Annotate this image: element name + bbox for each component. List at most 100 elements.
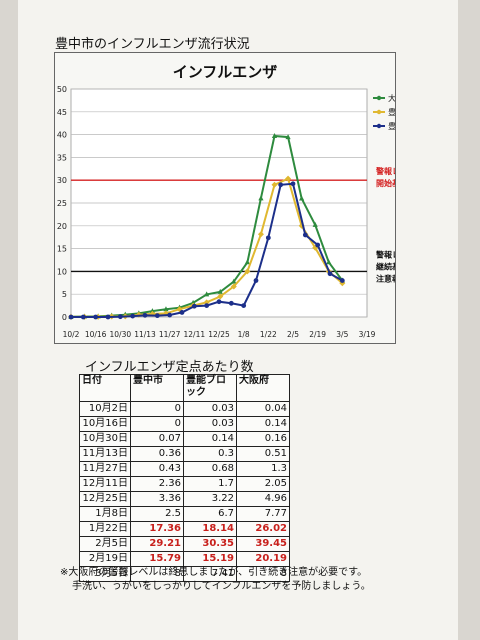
cell-date: 12月25日	[79, 491, 131, 507]
table-row: 10月16日 0 0.03 0.14	[79, 416, 290, 432]
data-table: 日付 豊中市 豊能ブロック 大阪府 10月2日 0 0.03 0.04 10月16日 0 0…	[79, 374, 290, 582]
y-tick-label: 50	[57, 85, 67, 94]
series-point	[154, 313, 160, 319]
table-row: 11月13日 0.36 0.3 0.51	[79, 446, 290, 462]
page-title: 豊中市のインフルエンザ流行状況	[55, 37, 250, 52]
cell-value: 2.05	[236, 476, 290, 492]
note-line-1: ※大阪府の警報レベルは終息しましたが、引き続き注意が必要です。	[60, 567, 368, 578]
header-toyono: 豊能ブロック	[183, 374, 237, 402]
series-point	[204, 303, 210, 308]
series-point	[278, 182, 284, 188]
series-point	[312, 221, 318, 227]
series-point	[299, 195, 305, 201]
series-point	[230, 283, 237, 290]
y-tick-label: 20	[57, 222, 67, 231]
cell-value: 0.14	[236, 416, 290, 432]
cell-value: 0.16	[236, 431, 290, 447]
cell-value: 3.36	[130, 491, 184, 507]
series-point	[149, 308, 155, 314]
cell-value: 29.21	[130, 536, 184, 552]
series-point	[271, 181, 278, 188]
y-tick-label: 5	[62, 290, 67, 299]
series-point	[163, 306, 169, 312]
cell-date: 10月30日	[79, 431, 131, 447]
y-tick-label: 35	[57, 153, 67, 162]
series-point	[216, 299, 222, 305]
table-header-row: 日付 豊中市 豊能ブロック 大阪府	[79, 374, 290, 402]
header-osaka: 大阪府	[236, 374, 290, 402]
cell-value: 17.36	[130, 521, 184, 537]
x-tick-label: 12/11	[184, 330, 206, 339]
ref-label: 開始基準値(30)	[376, 178, 395, 188]
ref-label: 注意報レベル(10)	[376, 273, 395, 283]
series-point	[241, 303, 247, 308]
table-row: 3月5日 8 7.41 8	[79, 566, 290, 582]
ref-label: 警報レベル	[375, 249, 395, 259]
table-row: 10月30日 0.07 0.14 0.16	[79, 431, 290, 447]
legend-label: 大阪府	[388, 93, 395, 103]
table-body: 10月2日 0 0.03 0.04 10月16日 0 0.03 0.14 10月30日 0.07 0…	[79, 401, 290, 582]
x-tick-label: 3/5	[336, 330, 348, 339]
series-point	[244, 259, 250, 265]
series-point	[68, 314, 74, 320]
series-point	[339, 278, 345, 283]
x-tick-label: 12/25	[208, 330, 230, 339]
cell-date: 1月22日	[79, 521, 131, 537]
cell-value: 15.19	[183, 551, 237, 567]
cell-value: 7.41	[183, 566, 237, 582]
legend-marker	[376, 123, 382, 129]
x-tick-label: 2/19	[309, 330, 326, 339]
cell-value: 15.79	[130, 551, 184, 567]
y-tick-label: 30	[57, 176, 67, 185]
legend-label: 豊能ブロック	[388, 107, 395, 117]
x-tick-label: 1/22	[260, 330, 277, 339]
table-row: 10月2日 0 0.03 0.04	[79, 401, 290, 417]
cell-value: 0.04	[236, 401, 290, 417]
cell-value: 0.07	[130, 431, 184, 447]
x-tick-label: 10/30	[110, 330, 132, 339]
cell-value: 4.96	[236, 491, 290, 507]
y-tick-label: 10	[57, 267, 67, 276]
series-point	[326, 259, 332, 265]
cell-value: 8	[236, 566, 290, 582]
cell-value: 3.22	[183, 491, 237, 507]
cell-value: 39.45	[236, 536, 290, 552]
y-tick-label: 0	[62, 313, 67, 322]
cell-value: 1.3	[236, 461, 290, 477]
cell-date: 11月27日	[79, 461, 131, 477]
header-toyonaka: 豊中市	[130, 374, 184, 402]
cell-date: 1月8日	[79, 506, 131, 522]
cell-value: 30.35	[183, 536, 237, 552]
series-point	[244, 268, 251, 275]
legend-marker	[376, 109, 382, 115]
x-tick-label: 1/8	[238, 330, 250, 339]
series-point	[80, 314, 86, 320]
cell-value: 2.36	[130, 476, 184, 492]
cell-date: 2月5日	[79, 536, 131, 552]
series-point	[191, 303, 197, 309]
x-tick-label: 10/16	[85, 330, 107, 339]
x-tick-label: 11/13	[134, 330, 156, 339]
legend-marker	[376, 95, 382, 101]
x-tick-label: 11/27	[159, 330, 181, 339]
table-row: 1月22日 17.36 18.14 26.02	[79, 521, 290, 537]
series-point	[217, 288, 223, 294]
note: ※大阪府の警報レベルは終息しましたが、引き続き注意が必要です。 手洗い、うがいを…	[60, 566, 460, 594]
chart-area: 0 5 10 15 20 25 30 35 40 45 50 10/2 10/16 10/30 11/13 1…	[54, 52, 396, 344]
legend-label: 豊中市	[388, 121, 395, 131]
cell-value: 6.7	[183, 506, 237, 522]
series-point	[167, 312, 173, 318]
ref-label: 警報レベル	[375, 166, 395, 176]
cell-value: 0.14	[183, 431, 237, 447]
y-tick-label: 45	[57, 108, 67, 117]
table-row: 2月19日 15.79 15.19 20.19	[79, 551, 290, 567]
series-point	[228, 300, 234, 306]
series-point	[258, 195, 264, 201]
cell-date: 10月16日	[79, 416, 131, 432]
cell-value: 0	[130, 416, 184, 432]
cell-value: 0	[130, 401, 184, 417]
cell-value: 0.3	[183, 446, 237, 462]
series-point	[93, 314, 99, 320]
series-point	[142, 312, 148, 318]
